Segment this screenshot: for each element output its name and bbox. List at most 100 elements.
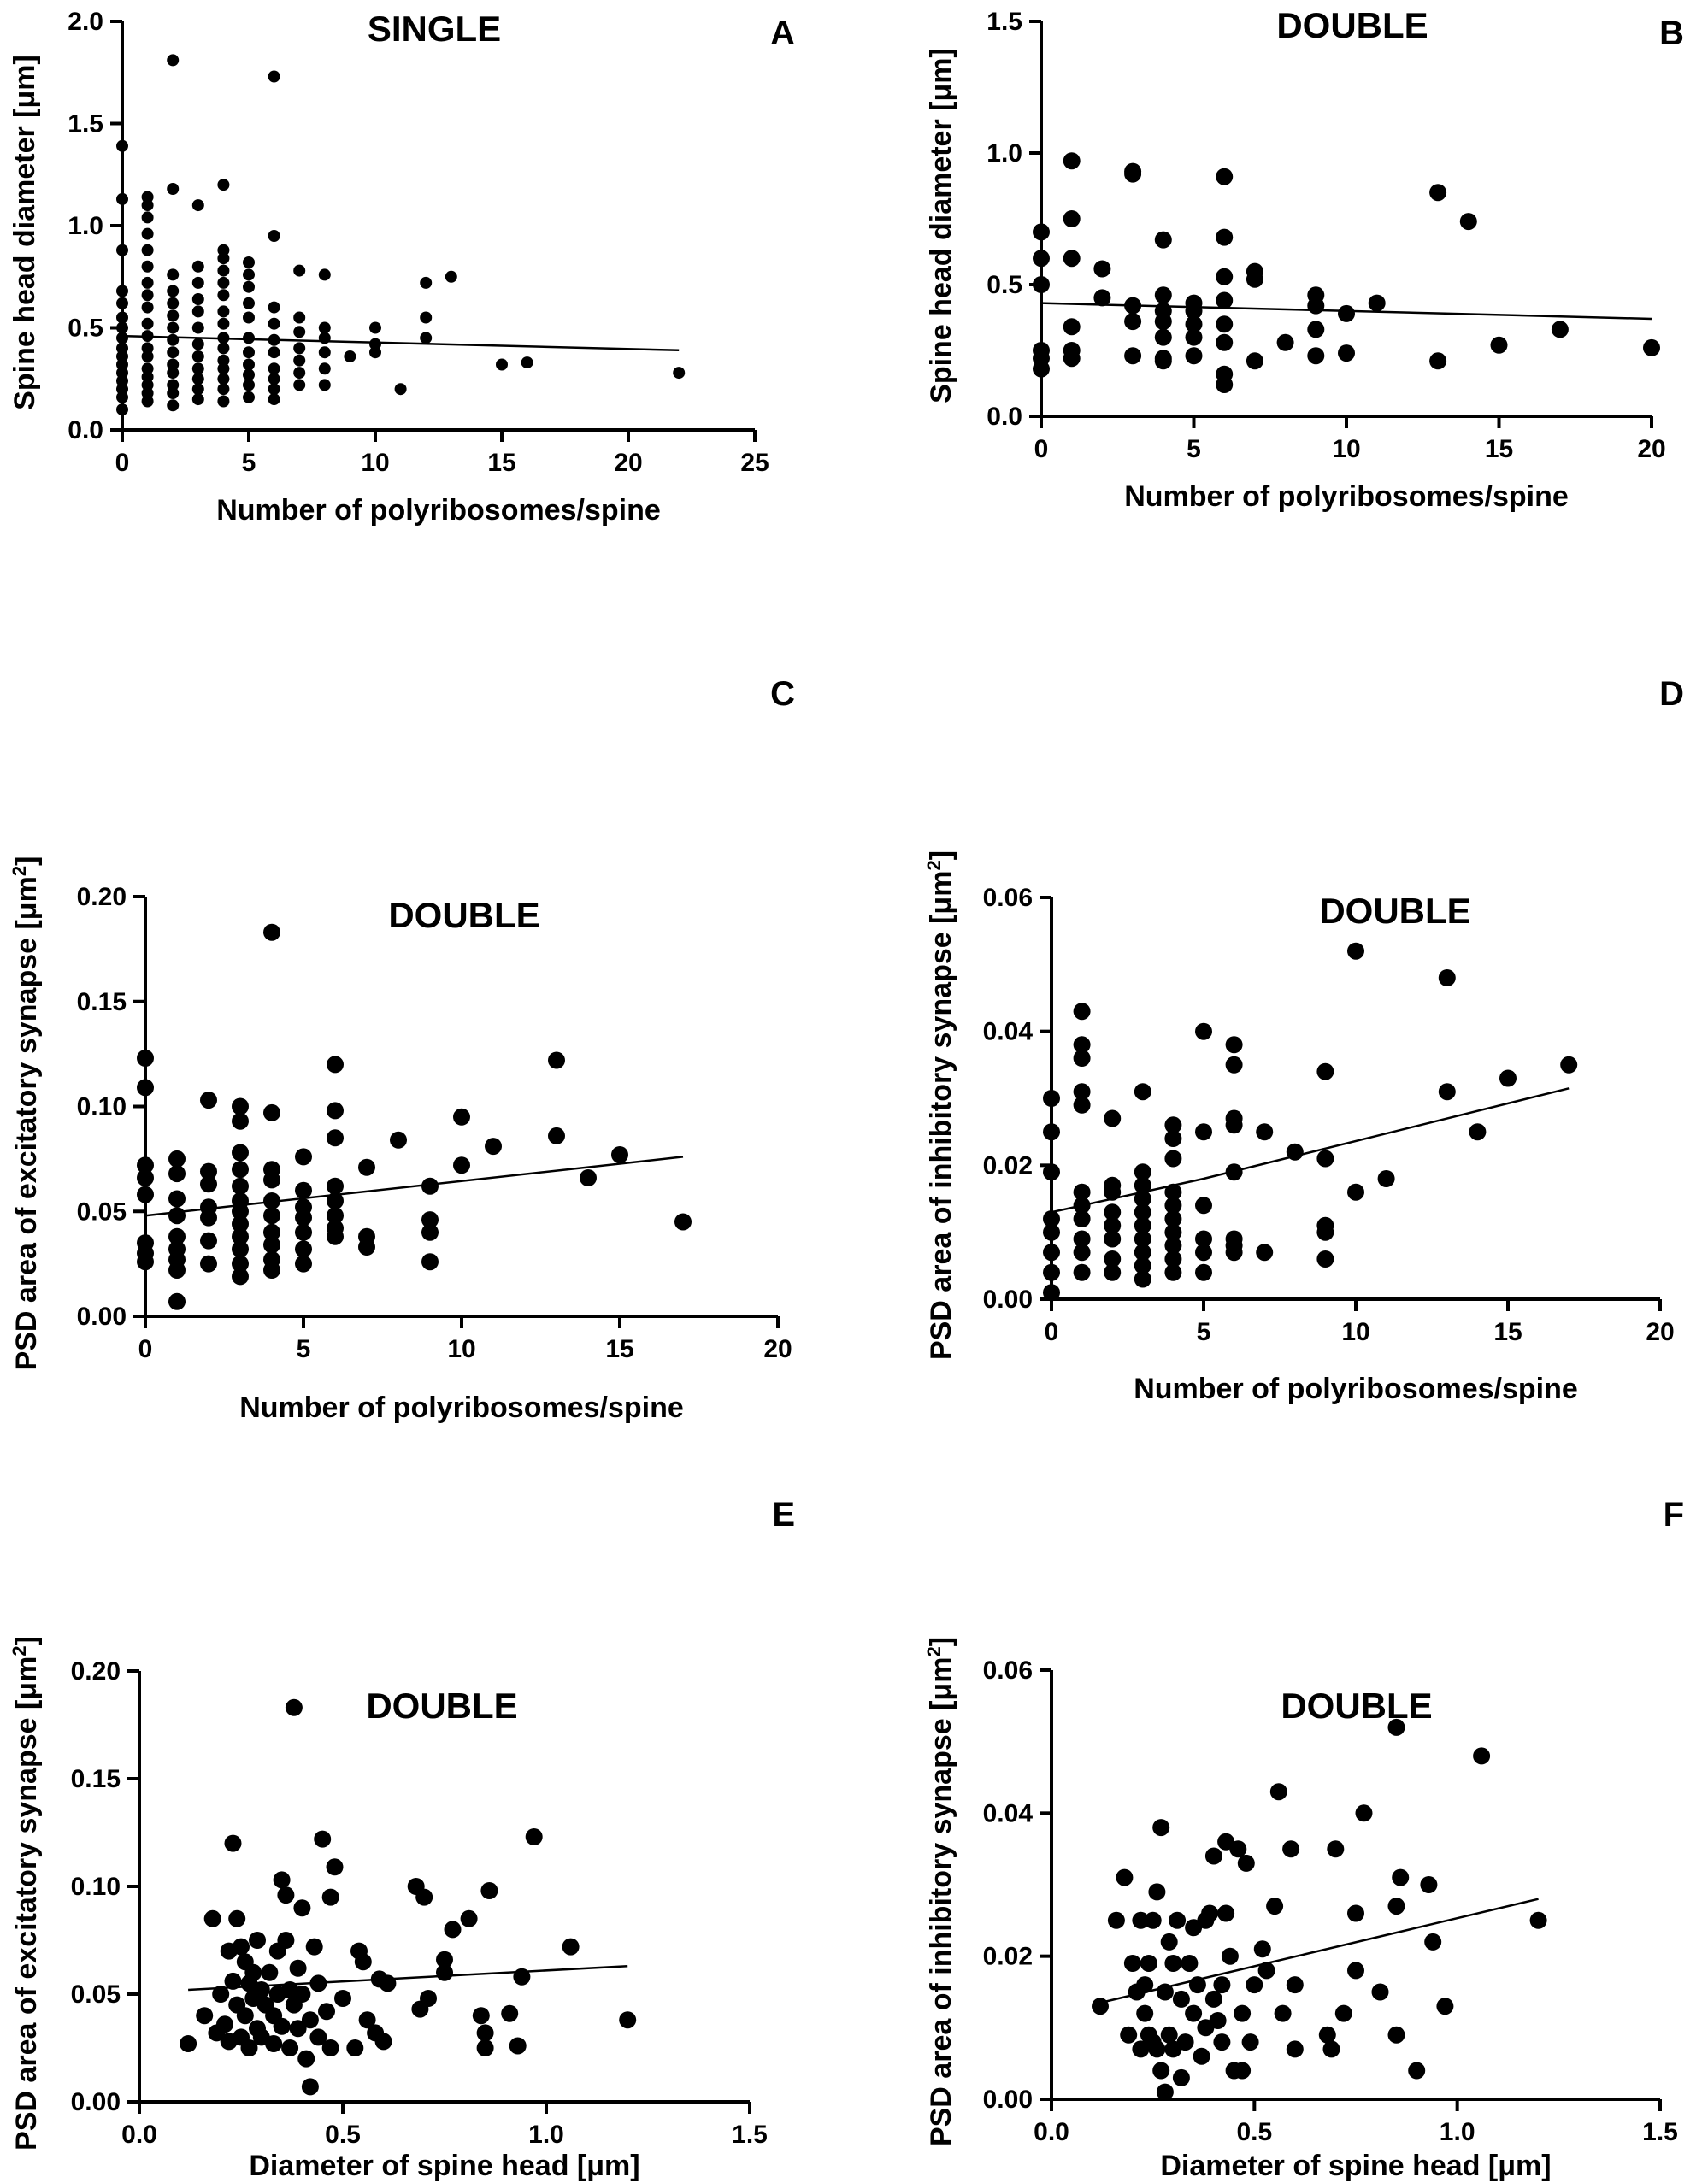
data-point [217,264,230,277]
x-tick-label: 1.0 [1440,2118,1475,2146]
data-point [1334,2004,1352,2022]
data-point [167,268,180,281]
data-point [1438,1083,1456,1101]
data-point [168,1207,186,1225]
data-point [1316,1250,1334,1268]
data-point [1185,328,1203,346]
data-point [268,230,280,242]
y-axis-label: Spine head diameter [μm] [925,48,957,403]
data-point [1043,1090,1060,1107]
data-point [1154,313,1172,331]
data-point [295,1181,312,1199]
data-point [1560,1056,1578,1074]
data-point [268,70,280,83]
data-point [1176,2033,1194,2051]
data-point [1164,1263,1182,1281]
data-point [444,1921,462,1939]
data-point [369,338,381,350]
data-point [1266,1898,1284,1915]
data-point [232,1240,249,1258]
y-axis-label-bracket: ] [925,850,957,860]
data-point [1216,291,1234,309]
data-point [354,1953,372,1971]
data-point [346,2039,364,2056]
data-point [293,264,306,277]
data-point [1316,1062,1334,1080]
data-point [1134,1244,1151,1262]
data-point [116,285,128,297]
data-point [1213,2033,1231,2051]
data-point [141,227,154,240]
data-point [453,1108,470,1126]
data-point [1169,1911,1187,1929]
y-tick-label: 0.00 [77,1303,127,1331]
data-point [167,358,180,371]
data-point [674,1213,692,1231]
data-point [217,373,230,385]
data-point [1164,1223,1182,1241]
data-point [281,2039,299,2056]
data-point [420,1990,437,2007]
data-point [1104,1216,1122,1234]
data-point [1043,1263,1060,1281]
data-point [1073,1036,1091,1054]
data-point [168,1150,186,1168]
data-point [374,2033,392,2051]
data-point [1195,1123,1212,1141]
data-point [1256,1244,1274,1262]
data-point [1225,1116,1243,1134]
data-point [1164,1130,1182,1147]
data-point [268,383,280,396]
data-point [141,342,154,355]
data-point [1124,165,1142,183]
x-tick-label: 15 [1493,1318,1522,1346]
data-point [285,1698,303,1716]
data-point [1257,1962,1275,1980]
data-point [1033,250,1050,268]
data-point [619,2011,637,2029]
data-point [141,350,154,362]
data-point [1469,1123,1487,1141]
data-point [295,1255,312,1273]
x-axis-label: Number of polyribosomes/spine [1124,480,1569,513]
data-point [1123,1955,1141,1972]
y-tick-label: 1.0 [68,212,103,240]
data-point [1043,1223,1060,1241]
data-point [420,276,433,289]
data-point [116,192,128,205]
x-tick-label: 5 [1187,435,1201,463]
data-point [243,358,255,371]
data-point [268,301,280,314]
data-point [1164,1210,1182,1227]
y-tick-label: 0.05 [77,1197,127,1226]
data-point [1134,1163,1151,1181]
data-point [191,393,204,406]
panel-b: 0 5 10 15 20 0.0 0.5 1.0 1.5 DOUBLE B Number of pol… [925,5,1684,513]
data-point [1195,1263,1212,1281]
data-point [141,211,154,224]
data-point [318,379,331,391]
y-axis-label-bracket: ] [925,1637,957,1646]
data-point [548,1127,565,1144]
data-point [116,321,128,334]
data-point [293,311,306,324]
data-point [268,393,280,406]
data-point [611,1146,628,1163]
data-point [295,1209,312,1227]
data-point [1164,1116,1182,1134]
data-point [295,1148,312,1166]
data-point [217,317,230,330]
data-point [1420,1876,1438,1893]
data-point [327,1056,344,1074]
data-point [1093,260,1111,278]
data-point [1144,1911,1162,1929]
data-point [476,2024,494,2042]
data-point [232,1255,249,1273]
data-point [116,311,128,324]
data-point [1347,1904,1364,1922]
data-point [1063,250,1081,268]
data-point [232,1203,249,1221]
data-point [293,1986,311,2003]
data-point [116,383,128,396]
data-point [1338,344,1355,362]
